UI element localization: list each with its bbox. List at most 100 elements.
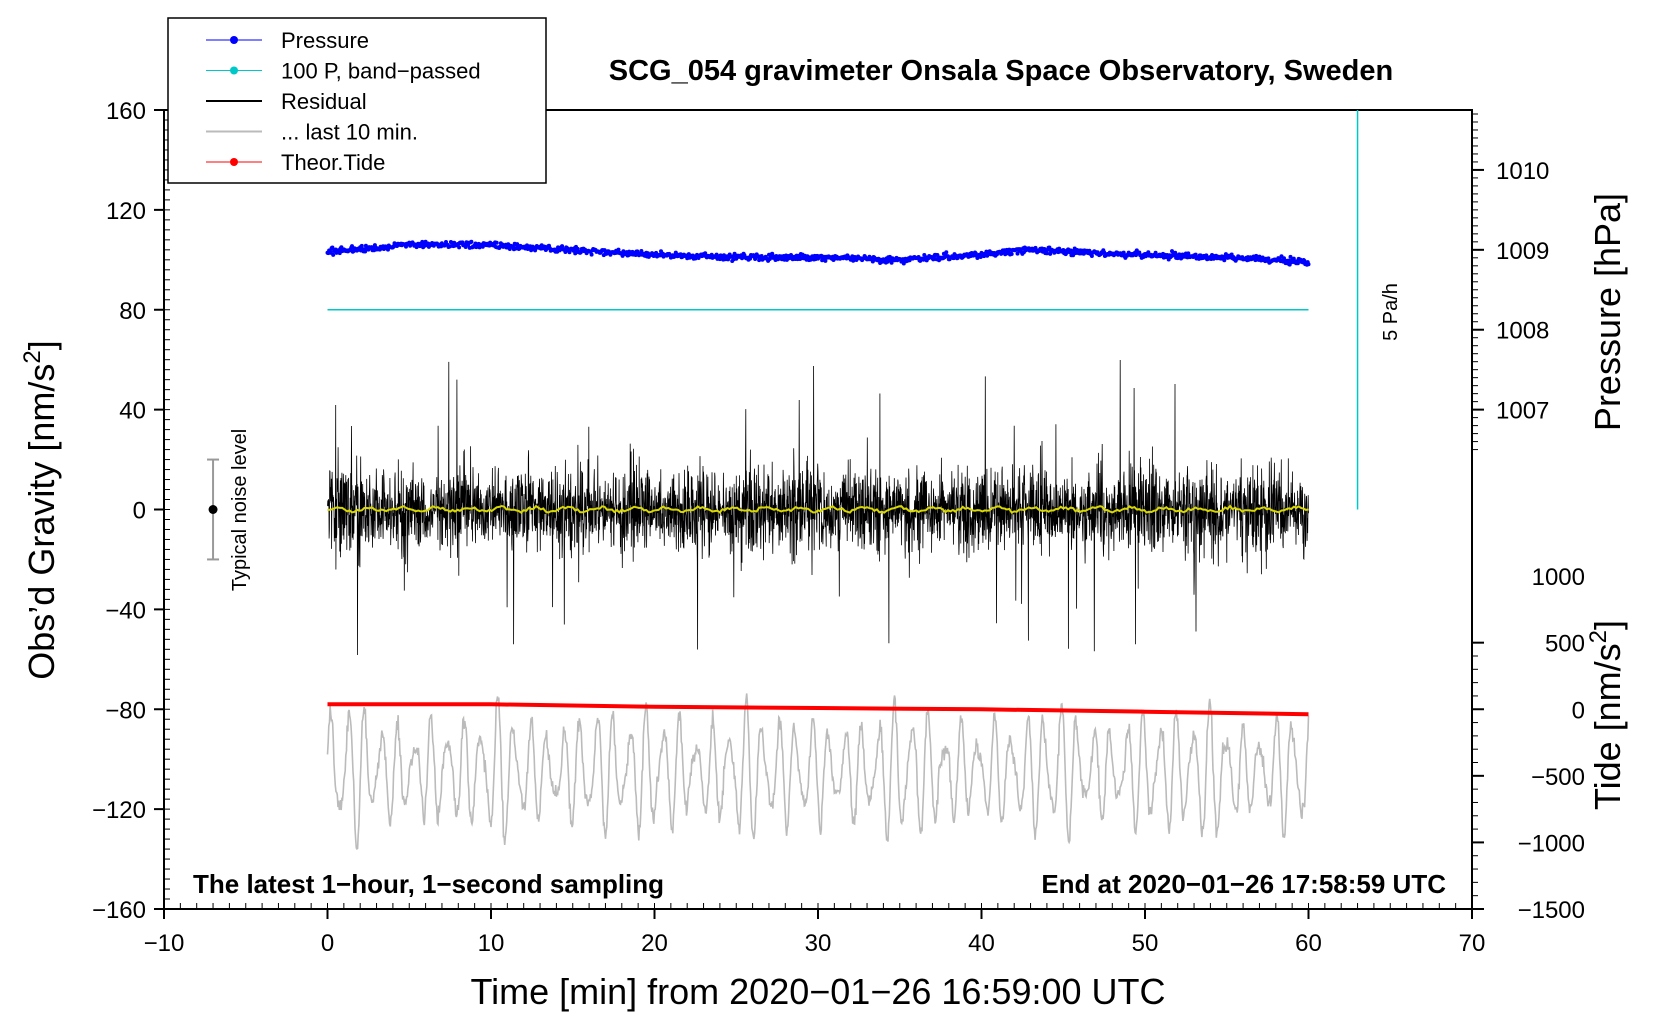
x-tick-label: −10: [144, 930, 185, 957]
legend-swatch-dot: [230, 36, 238, 44]
annotation-sampling: The latest 1−hour, 1−second sampling: [193, 869, 664, 899]
pressure-point: [931, 257, 936, 262]
y-tick-label: −120: [92, 797, 146, 824]
noise-level-label: Typical noise level: [229, 429, 251, 591]
pressure-point: [1288, 254, 1293, 259]
tide-tick-label: 1000: [1532, 564, 1585, 591]
pressure-point: [944, 250, 949, 255]
y-tick-label: 80: [119, 298, 146, 325]
pressure-point: [1089, 254, 1094, 258]
pressure-point: [1222, 258, 1227, 263]
series-pressure: [325, 239, 1311, 267]
minor-ticks: [163, 109, 1473, 910]
pressure-point: [480, 244, 485, 249]
annotation-end-time: End at 2020−01−26 17:58:59 UTC: [1041, 869, 1446, 899]
pressure-point: [1153, 250, 1158, 255]
pressure-point: [1295, 261, 1300, 266]
pressure-tick-label: 1008: [1496, 318, 1549, 345]
legend: Pressure 100 P, band−passed Residual ... la…: [167, 17, 547, 184]
pressure-tick-label: 1010: [1496, 158, 1549, 185]
x-tick-label: 30: [805, 930, 832, 957]
pressure-tick-label: 1009: [1496, 238, 1549, 265]
pressure-point: [823, 258, 828, 263]
pressure-point: [639, 249, 644, 253]
pressure-point: [1102, 250, 1107, 255]
y-axis-ticks: −160 −120 −80 −40 0 40 80 120 160: [92, 98, 164, 924]
legend-label: ... last 10 min.: [281, 120, 418, 145]
tide-tick-label: −1500: [1518, 897, 1585, 924]
pressure-point: [457, 245, 462, 250]
pressure-point: [616, 247, 621, 252]
tide-tick-label: 500: [1545, 631, 1585, 658]
x-axis-title: Time [min] from 2020−01−26 16:59:00 UTC: [470, 971, 1165, 1012]
y-axis-title-left-sup: 2: [19, 350, 46, 363]
pressure-point: [889, 260, 894, 265]
y-axis-title-left-close: ]: [21, 340, 62, 350]
tide-axis-ticks: −1500 −1000 −500 0 500 1000: [1472, 564, 1585, 924]
pressure-point: [589, 252, 594, 257]
pressure-point: [359, 243, 364, 248]
x-axis-ticks: −10 0 10 20 30 40 50 60 70: [144, 909, 1486, 957]
pressure-point: [1170, 249, 1174, 254]
series-residual-smoothed: [327, 504, 1309, 514]
pressure-point: [1044, 251, 1049, 256]
y-tick-label: 40: [119, 398, 146, 425]
series-theoretical-tide: [327, 702, 1309, 717]
y-axis-title-left: Obs’d Gravity [nm/s2]: [19, 340, 62, 679]
pressure-point: [770, 251, 775, 256]
x-tick-label: 50: [1132, 930, 1159, 957]
series-residual-smoothed-line: [327, 504, 1309, 514]
pressure-point: [1009, 252, 1014, 256]
noise-bar-center: [208, 505, 218, 514]
pressure-point: [330, 245, 335, 250]
tide-axis-title: Tide [nm/s2]: [1585, 620, 1628, 810]
tide-axis-title-sup: 2: [1585, 630, 1612, 643]
series-last-10-min-line: [326, 693, 1310, 851]
pressure-point: [573, 251, 578, 256]
pressure-point: [1007, 247, 1012, 252]
pressure-point: [1266, 256, 1271, 261]
pressure-point: [331, 252, 336, 257]
y-tick-label: −80: [105, 697, 146, 724]
series-residual-line: [327, 359, 1309, 656]
pressure-point: [469, 239, 474, 244]
chart-title: SCG_054 gravimeter Onsala Space Observat…: [609, 55, 1393, 87]
legend-swatch-dot: [230, 66, 238, 75]
x-tick-label: 20: [641, 930, 668, 957]
x-tick-label: 40: [968, 930, 995, 957]
tide-tick-label: −1000: [1518, 830, 1585, 857]
pressure-point: [1121, 250, 1126, 255]
pressure-point: [563, 250, 568, 254]
series-residual: [327, 359, 1309, 656]
y-tick-label: −40: [105, 597, 146, 624]
pressure-tick-label: 1007: [1496, 398, 1549, 425]
x-tick-label: 70: [1459, 930, 1486, 957]
pressure-point: [515, 242, 520, 247]
pressure-point: [1186, 251, 1191, 256]
pressure-point: [1193, 252, 1198, 257]
y-tick-label: 160: [106, 98, 146, 125]
x-tick-label: 10: [478, 930, 505, 957]
noise-level-bar: [207, 458, 220, 561]
pressure-axis-ticks: 1007 1008 1009 1010: [1472, 113, 1549, 451]
pressure-axis-title: Pressure [hPa]: [1587, 193, 1628, 431]
legend-label: Residual: [281, 89, 367, 114]
legend-label: Theor.Tide: [281, 150, 385, 175]
tide-tick-label: 0: [1572, 697, 1585, 724]
y-tick-label: 0: [133, 498, 146, 525]
y-axis-title-left-text: Obs’d Gravity [nm/s: [21, 364, 62, 680]
pressure-point: [575, 246, 580, 251]
legend-label: Pressure: [281, 28, 369, 53]
legend-label: 100 P, band−passed: [281, 59, 481, 84]
tide-axis-title-close: ]: [1587, 620, 1628, 630]
series-tide-line: [327, 702, 1309, 717]
tide-axis-title-text: Tide [nm/s: [1587, 643, 1628, 810]
x-tick-label: 60: [1295, 930, 1322, 957]
pressure-point: [448, 244, 453, 249]
legend-swatch-dot: [230, 158, 238, 166]
pressure-point: [494, 240, 499, 245]
rate-line-label: 5 Pa/h: [1380, 283, 1402, 341]
tide-tick-label: −500: [1531, 764, 1585, 791]
pressure-point: [1306, 262, 1311, 267]
